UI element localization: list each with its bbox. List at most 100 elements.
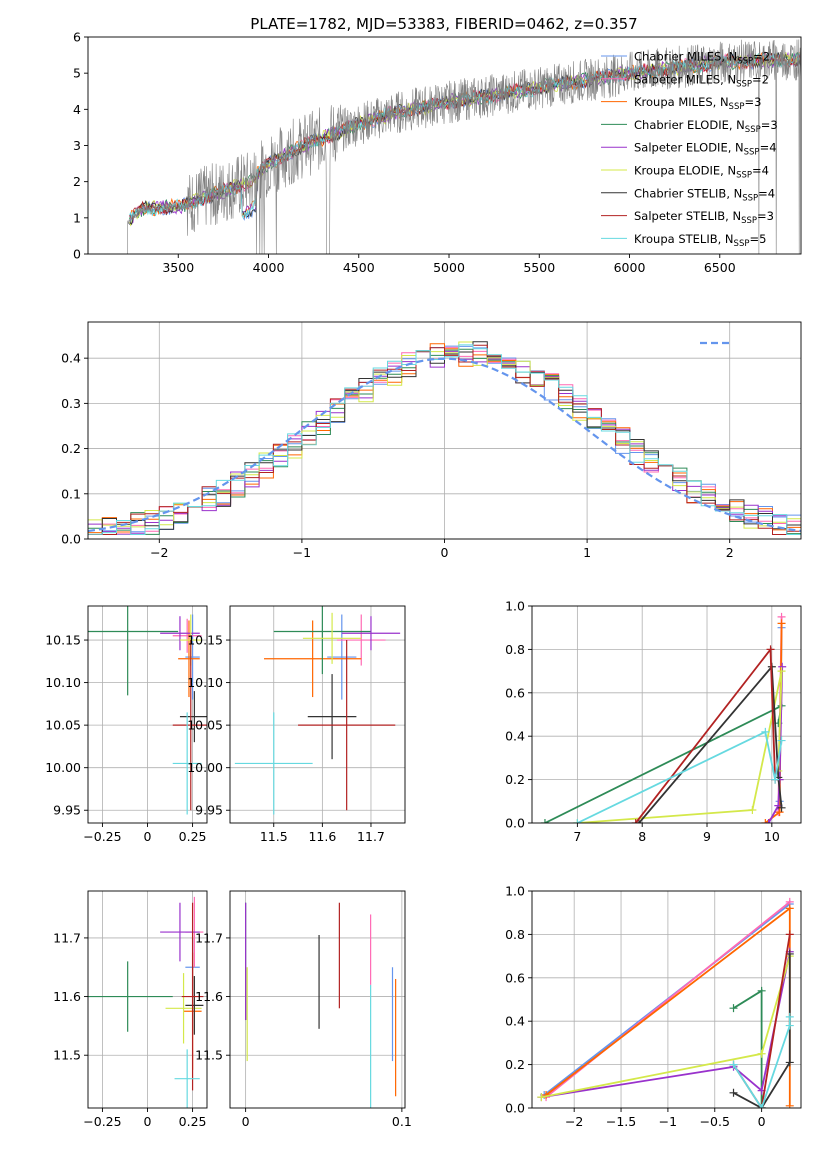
legend-entry-n: =5 [749, 232, 766, 246]
mass-weight-point [757, 986, 766, 995]
legend-entry-n: =2 [753, 50, 770, 64]
y-tick-label: 0.3 [61, 396, 81, 411]
legend-entry-sub: SSP [737, 57, 753, 67]
legend-entry-sub: SSP [736, 171, 752, 181]
mass-weight-line [541, 951, 791, 1099]
error-bar-point [88, 961, 173, 1032]
x-tick-label: 0 [144, 1114, 152, 1129]
legend-entry-sub: SSP [741, 216, 757, 226]
legend-entry: Kroupa MILES, NSSP=3 [634, 95, 761, 112]
legend-entry-text: Kroupa STELIB, N [634, 232, 734, 246]
axes-weight_vs_age: 7 8 9 10 0.0 0.2 0.4 0.6 0.8 1.0 [505, 599, 802, 844]
y-tick-label: 11.6 [195, 989, 223, 1004]
mass-weight-point [729, 1004, 738, 1013]
y-tick-label: 9.95 [53, 803, 81, 818]
axes-spectrum: 3500 4000 4500 5000 5500 6000 6500 0 1 2 3 4 5 6 [73, 30, 802, 275]
axes-frame-mass_vs_ebv [229, 890, 406, 1109]
mass-weight-point [748, 805, 757, 814]
plot-area-mass_vs_Z [88, 896, 204, 1108]
legend-entry-n: =3 [761, 118, 778, 132]
mass-weight-point [771, 775, 780, 784]
y-tick-label: 6 [73, 30, 81, 45]
normal-curve [88, 357, 801, 533]
legend-entry-text: Kroupa MILES, N [634, 95, 729, 109]
mass-weight-point [785, 1012, 794, 1021]
y-tick-label: 5 [73, 66, 81, 81]
y-tick-label: 0.0 [505, 1101, 525, 1116]
y-tick-label: 11.7 [53, 930, 81, 945]
mass-weight-point [775, 808, 784, 817]
legend-entry-text: Chabrier ELODIE, N [634, 118, 745, 132]
axes-age_vs_mass: 11.5 11.6 11.7 9.95 10.00 10.05 10.10 10.15 [187, 605, 406, 844]
error-bar-point [185, 614, 200, 700]
mass-weight-point [537, 1093, 546, 1102]
y-tick-label: 10.15 [45, 633, 81, 648]
mass-weight-point [785, 930, 794, 939]
x-tick-label: −2 [150, 545, 168, 560]
figure-title: PLATE=1782, MJD=53383, FIBERID=0462, z=0… [250, 15, 637, 33]
legend-entry-n: =3 [757, 209, 774, 223]
x-tick-label: 5500 [523, 260, 555, 275]
error-bar-point [88, 606, 179, 696]
legend-entry: Salpeter STELIB, NSSP=3 [634, 209, 774, 226]
axes-frame-weight_vs_Z [531, 890, 802, 1109]
legend-entry-text: Chabrier MILES, N [634, 50, 737, 64]
error-bar-point [174, 1049, 200, 1108]
y-tick-label: 0 [73, 247, 81, 262]
error-bar-point [273, 606, 371, 675]
error-bar-point [298, 640, 396, 811]
legend-entry: Chabrier ELODIE, NSSP=3 [634, 118, 778, 135]
x-tick-label: −0.5 [700, 1114, 730, 1129]
y-tick-label: 0.6 [505, 685, 525, 700]
axes-mass_vs_Z: −0.25 0 0.25 11.5 11.6 11.7 [53, 890, 208, 1129]
axes-mass_vs_ebv: 0 0.1 11.5 11.6 11.7 [195, 890, 412, 1129]
legend-entry-n: =2 [752, 72, 769, 86]
y-tick-label: 0.6 [505, 970, 525, 985]
y-tick-label: 1.0 [505, 599, 525, 614]
y-tick-label: 0.1 [61, 486, 81, 501]
legend-entry-sub: SSP [729, 102, 745, 112]
y-tick-label: 10.10 [45, 675, 81, 690]
error-bar-point [160, 616, 200, 651]
mass-weight-point [729, 1060, 738, 1069]
legend-entry-text: Chabrier STELIB, N [634, 186, 742, 200]
legend-entry-text: Salpeter ELODIE, N [634, 141, 744, 155]
mass-weight-line [733, 953, 791, 1108]
mass-weight-point [785, 1021, 794, 1030]
y-tick-label: 11.7 [195, 930, 223, 945]
y-tick-label: 2 [73, 174, 81, 189]
x-tick-label: 0 [441, 545, 449, 560]
legend-entry-sub: SSP [736, 79, 752, 89]
y-tick-label: 3 [73, 138, 81, 153]
mass-weight-line [733, 989, 763, 1108]
plot-area-age_vs_Z [88, 606, 207, 815]
mass-weight-point [540, 819, 549, 823]
x-tick-label: 11.5 [260, 829, 288, 844]
mass-weight-point [729, 1088, 738, 1097]
legend-entry: Kroupa ELODIE, NSSP=4 [634, 164, 769, 181]
legend-entry-n: =4 [758, 186, 775, 200]
x-tick-label: 0 [144, 829, 152, 844]
legend-entry-text: Salpeter MILES, N [634, 72, 736, 86]
mass-weight-point [634, 819, 643, 823]
x-tick-label: 3500 [162, 260, 194, 275]
y-tick-label: 0.8 [505, 642, 525, 657]
mass-weight-point [785, 1058, 794, 1067]
y-tick-label: 0.0 [505, 816, 525, 831]
legend-entry-n: =3 [744, 95, 761, 109]
y-tick-label: 0.4 [61, 351, 81, 366]
y-tick-label: 11.6 [53, 989, 81, 1004]
mass-weight-point [764, 819, 773, 823]
error-bar-point [341, 616, 401, 651]
legend-entry-sub: SSP [734, 239, 750, 249]
legend-entry: Salpeter ELODIE, NSSP=4 [634, 141, 777, 158]
mass-weight-point [777, 803, 786, 812]
y-tick-label: 0.2 [505, 772, 525, 787]
error-bar-point [302, 612, 362, 664]
legend-entry: Kroupa STELIB, NSSP=5 [634, 232, 766, 249]
y-tick-label: 0.8 [505, 927, 525, 942]
legend-entry-text: Kroupa ELODIE, N [634, 164, 736, 178]
axes-age_vs_Z: −0.25 0 0.25 9.95 10.00 10.05 10.10 10.15 [45, 605, 208, 844]
